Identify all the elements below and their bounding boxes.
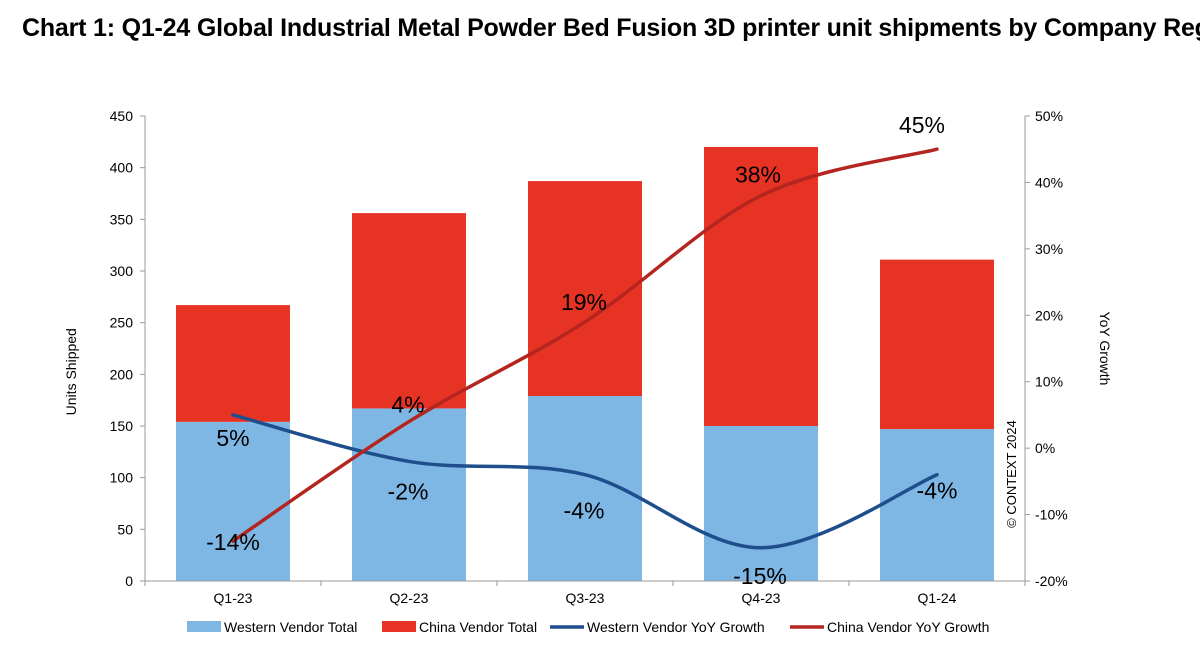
data-label-western-vendor-yoy-growth: -15% — [733, 563, 787, 589]
data-label-china-vendor-yoy-growth: -14% — [206, 529, 260, 555]
bar-western-vendor-total-q1-23 — [176, 421, 290, 581]
y-tick-label: 200 — [110, 366, 134, 382]
legend-label-china-vendor-yoy-growth: China Vendor YoY Growth — [827, 619, 989, 635]
legend: Western Vendor Total China Vendor Total We… — [187, 619, 989, 635]
y-tick-label: 450 — [110, 108, 134, 124]
y-tick-label: 400 — [110, 160, 134, 176]
y-tick-label: 150 — [110, 418, 134, 434]
x-tick-label: Q1-23 — [214, 590, 253, 606]
data-label-china-vendor-yoy-growth: 38% — [735, 162, 781, 188]
data-label-western-vendor-yoy-growth: 5% — [216, 425, 249, 451]
data-label-western-vendor-yoy-growth: -4% — [564, 498, 605, 524]
y2-tick-label: -20% — [1035, 573, 1068, 589]
legend-swatch-western-vendor-total — [187, 621, 221, 632]
data-label-western-vendor-yoy-growth: -4% — [917, 478, 958, 504]
y-axis-title: Units Shipped — [63, 328, 79, 415]
bar-china-vendor-total-q2-23 — [352, 213, 466, 409]
x-tick-label: Q2-23 — [390, 590, 429, 606]
data-label-china-vendor-yoy-growth: 4% — [391, 392, 424, 418]
bar-western-vendor-total-q4-23 — [704, 426, 818, 581]
y2-tick-label: 10% — [1035, 374, 1063, 390]
bar-western-vendor-total-q2-23 — [352, 408, 466, 581]
chart-title: Chart 1: Q1-24 Global Industrial Metal P… — [22, 14, 1200, 42]
bar-china-vendor-total-q1-23 — [176, 305, 290, 422]
y-tick-label: 350 — [110, 211, 134, 227]
y2-axis-title: YoY Growth — [1097, 312, 1113, 386]
bar-china-vendor-total-q3-23 — [528, 181, 642, 397]
line-western-vendor-yoy-growth — [231, 413, 939, 550]
y2-tick-label: 40% — [1035, 174, 1063, 190]
labels-layer: 5% -2% -4% -15% -4% -14% 4% 19% 38% 45% — [206, 112, 957, 589]
legend-label-western-vendor-yoy-growth: Western Vendor YoY Growth — [587, 619, 765, 635]
y-tick-label: 250 — [110, 315, 134, 331]
bar-western-vendor-total-q1-24 — [880, 429, 994, 581]
line-china-vendor-yoy-growth — [231, 147, 939, 543]
y2-tick-label: -10% — [1035, 507, 1068, 523]
y2-tick-label: 20% — [1035, 307, 1063, 323]
y2-tick-label: 50% — [1035, 108, 1063, 124]
data-label-western-vendor-yoy-growth: -2% — [388, 478, 429, 504]
bar-china-vendor-total-q1-24 — [880, 259, 994, 430]
x-tick-label: Q1-24 — [918, 590, 957, 606]
data-label-china-vendor-yoy-growth: 45% — [899, 112, 945, 138]
y-tick-label: 300 — [110, 263, 134, 279]
y2-tick-label: 0% — [1035, 440, 1055, 456]
axes-layer: 0 50 100 150 200 250 300 350 400 450 -20% -10% 0% 10%… — [63, 108, 1113, 606]
lines-layer — [231, 147, 939, 550]
y2-tick-label: 30% — [1035, 241, 1063, 257]
y-tick-label: 0 — [125, 573, 133, 589]
y-tick-label: 50 — [117, 521, 133, 537]
legend-label-china-vendor-total: China Vendor Total — [419, 619, 537, 635]
legend-label-western-vendor-total: Western Vendor Total — [224, 619, 357, 635]
legend-swatch-china-vendor-total — [382, 621, 416, 632]
x-tick-label: Q4-23 — [742, 590, 781, 606]
watermark: © CONTEXT 2024 — [1004, 420, 1019, 528]
bar-china-vendor-total-q4-23 — [704, 147, 818, 426]
data-label-china-vendor-yoy-growth: 19% — [561, 289, 607, 315]
y-tick-label: 100 — [110, 470, 134, 486]
x-tick-label: Q3-23 — [566, 590, 605, 606]
